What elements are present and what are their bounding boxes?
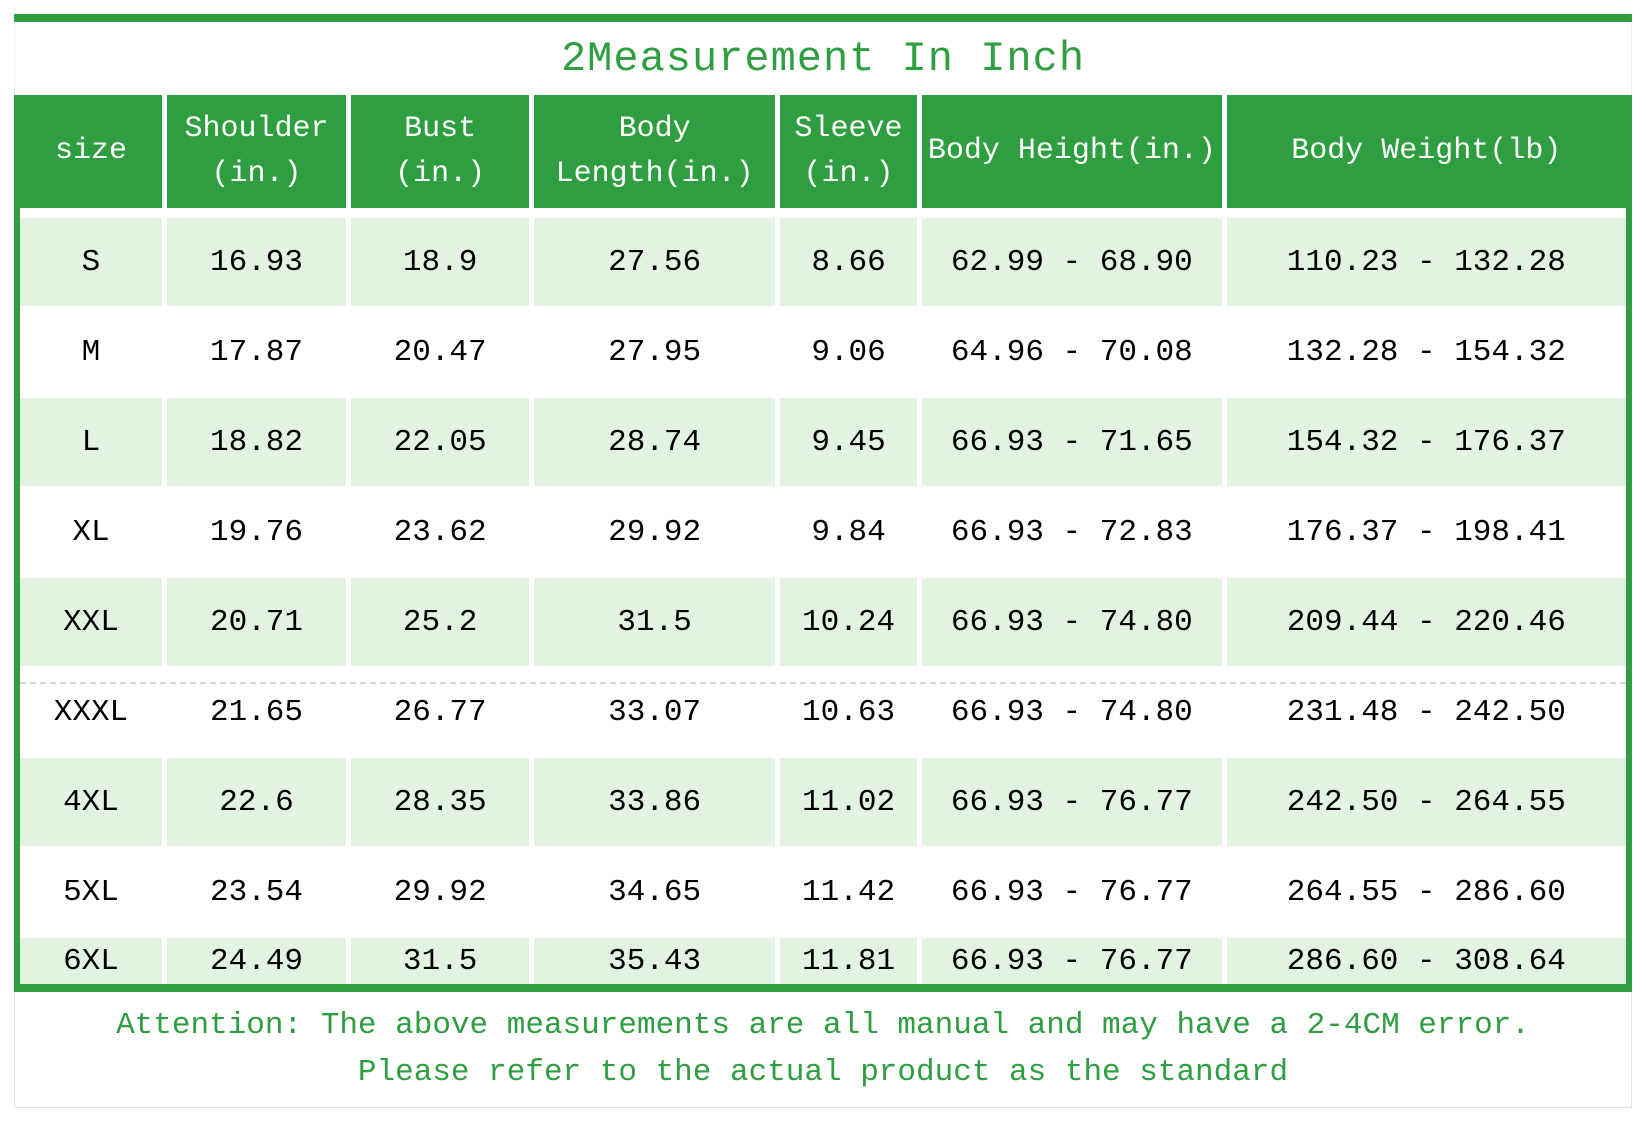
table-row: XL 19.76 23.62 29.92 9.84 66.93 - 72.83 176.37… <box>20 488 1626 576</box>
value-cell: 66.93 - 74.80 <box>922 578 1222 666</box>
value-cell: 110.23 - 132.28 <box>1226 218 1626 306</box>
value-cell: 27.56 <box>534 218 776 306</box>
column-header-shoulder: Shoulder (in.) <box>166 95 347 208</box>
value-cell: 31.5 <box>534 578 776 666</box>
value-cell: 33.86 <box>534 758 776 846</box>
value-cell: 8.66 <box>780 218 918 306</box>
column-header-body-height: Body Height(in.) <box>922 95 1222 208</box>
size-cell: S <box>20 218 162 306</box>
size-cell: M <box>20 308 162 396</box>
value-cell: 11.02 <box>780 758 918 846</box>
value-cell: 286.60 - 308.64 <box>1226 938 1626 984</box>
table-top-border <box>14 14 1632 22</box>
table-body: S 16.93 18.9 27.56 8.66 62.99 - 68.90 110.23 -… <box>20 208 1626 984</box>
table-row: S 16.93 18.9 27.56 8.66 62.99 - 68.90 110.23 -… <box>20 218 1626 306</box>
attention-note: Attention: The above measurements are al… <box>14 992 1632 1108</box>
table-row: 4XL 22.6 28.35 33.86 11.02 66.93 - 76.77 242.5… <box>20 758 1626 846</box>
column-header-body-length: Body Length(in.) <box>534 95 776 208</box>
table-header-row: size Shoulder (in.) Bust (in.) Body Leng… <box>20 95 1626 208</box>
table-row: 6XL 24.49 31.5 35.43 11.81 66.93 - 76.77 286.6… <box>20 938 1626 984</box>
value-cell: 231.48 - 242.50 <box>1226 668 1626 756</box>
value-cell: 29.92 <box>534 488 776 576</box>
value-cell: 66.93 - 71.65 <box>922 398 1222 486</box>
value-cell: 11.42 <box>780 848 918 936</box>
value-cell: 33.07 <box>534 668 776 756</box>
size-cell: XXXL <box>20 668 162 756</box>
value-cell: 20.71 <box>166 578 347 666</box>
value-cell: 62.99 - 68.90 <box>922 218 1222 306</box>
value-cell: 22.05 <box>351 398 530 486</box>
value-cell: 24.49 <box>166 938 347 984</box>
value-cell: 27.95 <box>534 308 776 396</box>
value-cell: 9.45 <box>780 398 918 486</box>
value-cell: 20.47 <box>351 308 530 396</box>
value-cell: 17.87 <box>166 308 347 396</box>
size-chart: 2Measurement In Inch size Shoulder (in.)… <box>14 14 1632 1108</box>
column-header-bust: Bust (in.) <box>351 95 530 208</box>
size-cell: XXL <box>20 578 162 666</box>
value-cell: 18.9 <box>351 218 530 306</box>
column-header-sleeve: Sleeve (in.) <box>780 95 918 208</box>
value-cell: 264.55 - 286.60 <box>1226 848 1626 936</box>
value-cell: 34.65 <box>534 848 776 936</box>
value-cell: 66.93 - 72.83 <box>922 488 1222 576</box>
value-cell: 10.63 <box>780 668 918 756</box>
value-cell: 242.50 - 264.55 <box>1226 758 1626 846</box>
value-cell: 66.93 - 74.80 <box>922 668 1222 756</box>
attention-line-2: Please refer to the actual product as th… <box>357 1054 1289 1090</box>
attention-line-1: Attention: The above measurements are al… <box>116 1008 1530 1043</box>
value-cell: 209.44 - 220.46 <box>1226 578 1626 666</box>
size-cell: 6XL <box>20 938 162 984</box>
value-cell: 19.76 <box>166 488 347 576</box>
value-cell: 22.6 <box>166 758 347 846</box>
table-row: L 18.82 22.05 28.74 9.45 66.93 - 71.65 154.32 … <box>20 398 1626 486</box>
table-row: XXXL 21.65 26.77 33.07 10.63 66.93 - 74.80 231… <box>20 668 1626 756</box>
size-cell: 4XL <box>20 758 162 846</box>
value-cell: 9.06 <box>780 308 918 396</box>
value-cell: 154.32 - 176.37 <box>1226 398 1626 486</box>
size-table: size Shoulder (in.) Bust (in.) Body Leng… <box>14 95 1632 992</box>
value-cell: 9.84 <box>780 488 918 576</box>
value-cell: 21.65 <box>166 668 347 756</box>
column-header-body-weight: Body Weight(lb) <box>1226 95 1626 208</box>
chart-title: 2Measurement In Inch <box>560 34 1086 83</box>
value-cell: 28.35 <box>351 758 530 846</box>
value-cell: 31.5 <box>351 938 530 984</box>
table-row: 5XL 23.54 29.92 34.65 11.42 66.93 - 76.77 264.… <box>20 848 1626 936</box>
value-cell: 64.96 - 70.08 <box>922 308 1222 396</box>
value-cell: 25.2 <box>351 578 530 666</box>
value-cell: 176.37 - 198.41 <box>1226 488 1626 576</box>
size-cell: XL <box>20 488 162 576</box>
chart-title-band: 2Measurement In Inch <box>14 22 1632 95</box>
value-cell: 66.93 - 76.77 <box>922 938 1222 984</box>
value-cell: 26.77 <box>351 668 530 756</box>
value-cell: 28.74 <box>534 398 776 486</box>
value-cell: 23.54 <box>166 848 347 936</box>
column-header-size: size <box>20 95 162 208</box>
table-row: XXL 20.71 25.2 31.5 10.24 66.93 - 74.80 209.44… <box>20 578 1626 666</box>
value-cell: 66.93 - 76.77 <box>922 758 1222 846</box>
value-cell: 16.93 <box>166 218 347 306</box>
value-cell: 35.43 <box>534 938 776 984</box>
table-row: M 17.87 20.47 27.95 9.06 64.96 - 70.08 132.28 … <box>20 308 1626 396</box>
value-cell: 66.93 - 76.77 <box>922 848 1222 936</box>
size-cell: L <box>20 398 162 486</box>
value-cell: 11.81 <box>780 938 918 984</box>
size-cell: 5XL <box>20 848 162 936</box>
value-cell: 132.28 - 154.32 <box>1226 308 1626 396</box>
value-cell: 23.62 <box>351 488 530 576</box>
value-cell: 29.92 <box>351 848 530 936</box>
value-cell: 18.82 <box>166 398 347 486</box>
value-cell: 10.24 <box>780 578 918 666</box>
